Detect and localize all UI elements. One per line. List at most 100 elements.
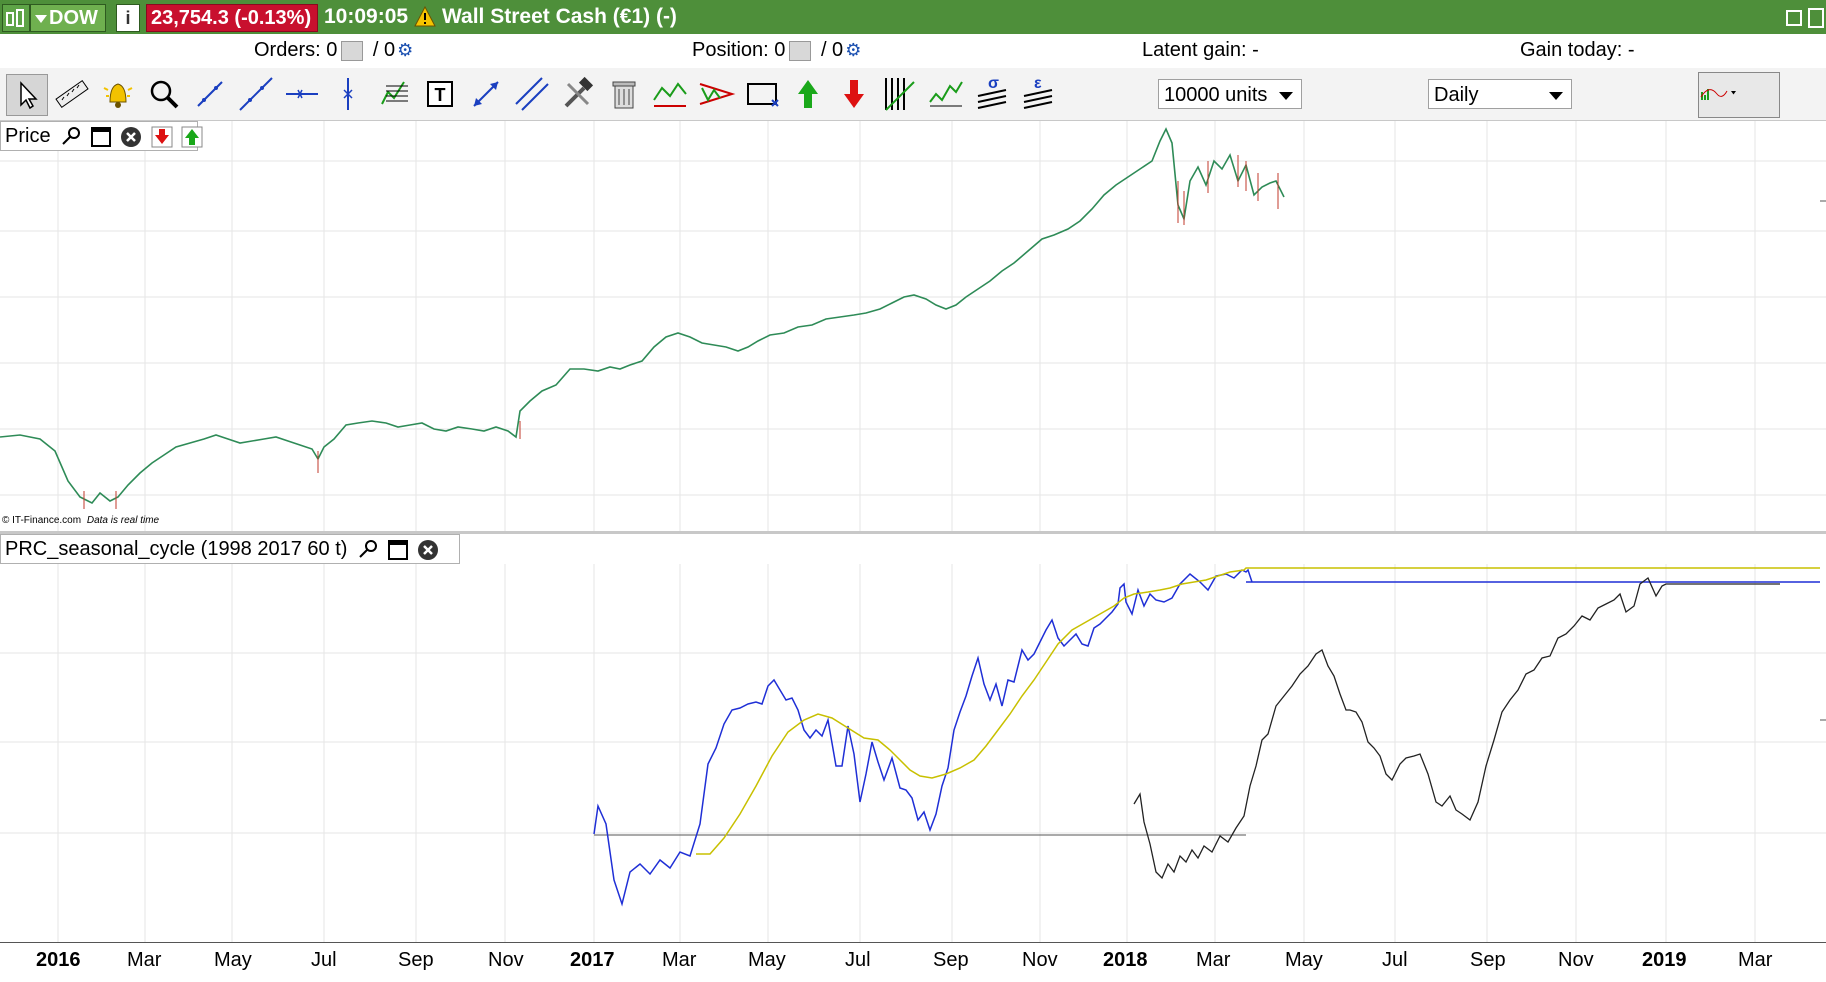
settings-gear-icon[interactable]: ⚙ [397, 40, 414, 60]
buy-arrow-icon[interactable] [788, 74, 828, 114]
close-pane-icon[interactable] [120, 126, 142, 148]
drawing-toolbar: T σ ε 10000 units Daily [0, 68, 1826, 121]
orders-count: Orders: 0 / 0 ⚙ [254, 39, 414, 61]
minimize-icon[interactable] [1784, 8, 1804, 28]
triangle-icon[interactable] [696, 74, 736, 114]
indicator-pane-title: PRC_seasonal_cycle (1998 2017 60 t) [5, 538, 348, 560]
maximize-pane-icon[interactable] [387, 539, 409, 561]
price-pane-header: Price [0, 121, 203, 151]
trend-line-icon[interactable] [190, 74, 230, 114]
seasonal-projection-2018 [1133, 576, 1780, 880]
axis-label: Sep [398, 949, 434, 971]
epsilon-icon[interactable]: ε [1018, 74, 1058, 114]
price-badge: 23,754.3 (-0.13%) [146, 4, 318, 32]
price-chart[interactable] [0, 121, 1826, 531]
seasonal-average-line [696, 567, 1820, 855]
ruler-icon[interactable] [52, 74, 92, 114]
axis-label: Jul [845, 949, 871, 971]
wrench-icon[interactable] [59, 126, 81, 148]
indicator-pane: PRC_seasonal_cycle (1998 2017 60 t) [0, 534, 1826, 942]
chevron-down-icon [1279, 92, 1293, 100]
rectangle-icon[interactable] [742, 74, 782, 114]
text-tool-icon[interactable]: T [420, 74, 460, 114]
axis-label: Mar [662, 949, 697, 971]
fibonacci-icon[interactable] [374, 74, 414, 114]
wrench-icon[interactable] [356, 539, 378, 561]
pane-divider[interactable] [0, 531, 1826, 534]
axis-label: May [214, 949, 252, 971]
price-grid [0, 121, 1826, 531]
tools-icon[interactable] [558, 74, 598, 114]
indicator-pane-header: PRC_seasonal_cycle (1998 2017 60 t) [0, 534, 460, 564]
pointer-icon[interactable] [6, 74, 48, 116]
maximize-pane-icon[interactable] [90, 126, 112, 148]
arrow-line-icon[interactable] [466, 74, 506, 114]
indicator-chart[interactable] [0, 534, 1826, 942]
gain-today: Gain today: - [1520, 39, 1635, 61]
title-bar: DOW i 23,754.3 (-0.13%) 10:09:05 Wall St… [0, 0, 1826, 34]
position-count: Position: 0 / 0 ⚙ [692, 39, 862, 61]
axis-label: Nov [1558, 949, 1594, 971]
period-select[interactable]: Daily [1428, 79, 1572, 109]
channel-icon[interactable] [512, 74, 552, 114]
close-window-icon[interactable] [1806, 6, 1826, 30]
axis-label: 2018 [1103, 949, 1148, 971]
axis-label: 2017 [570, 949, 615, 971]
zoom-icon[interactable] [144, 74, 184, 114]
horizontal-line-icon[interactable] [282, 74, 322, 114]
chevron-down-icon [1549, 92, 1563, 100]
price-pane: Price © IT-Finance.com Data is real time [0, 121, 1826, 531]
time-axis: 2016 Mar May Jul Sep Nov 2017 Mar May Ju… [0, 942, 1826, 982]
price-series [0, 127, 1285, 505]
cancel-orders-icon[interactable] [341, 40, 364, 61]
svg-text:T: T [435, 85, 446, 105]
alert-bell-icon[interactable] [98, 74, 138, 114]
symbol-label: DOW [49, 7, 98, 29]
axis-label: May [1285, 949, 1323, 971]
candle-ticks [83, 155, 1279, 509]
axis-label: 2016 [36, 949, 81, 971]
pattern-icon[interactable] [650, 74, 690, 114]
sigma-icon[interactable]: σ [972, 74, 1012, 114]
price-pane-title: Price [5, 125, 51, 147]
axis-label: Sep [1470, 949, 1506, 971]
copyright-text: © IT-Finance.com [2, 515, 82, 526]
axis-label: Mar [127, 949, 162, 971]
axis-label: Nov [488, 949, 524, 971]
account-info-bar: Orders: 0 / 0 ⚙ Position: 0 / 0 ⚙ Latent g… [0, 34, 1826, 69]
axis-label: May [748, 949, 786, 971]
warning-icon [414, 5, 436, 33]
axis-label: 2019 [1642, 949, 1687, 971]
units-select[interactable]: 10000 units [1158, 79, 1302, 109]
line-icon[interactable] [236, 74, 276, 114]
trash-icon[interactable] [604, 74, 644, 114]
vertical-line-icon[interactable] [328, 74, 368, 114]
indicator-grid [0, 564, 1826, 942]
latent-gain: Latent gain: - [1142, 39, 1259, 61]
seasonal-series-2017 [593, 568, 1820, 907]
close-pane-icon[interactable] [417, 539, 439, 561]
wave-icon[interactable] [926, 74, 966, 114]
clock-time: 10:09:05 [324, 5, 409, 28]
position-settings-gear-icon[interactable]: ⚙ [845, 40, 862, 60]
symbol-selector[interactable]: DOW [30, 4, 106, 32]
axis-label: Jul [1382, 949, 1408, 971]
axis-label: Jul [311, 949, 337, 971]
realtime-note: Data is real time [86, 515, 160, 526]
sell-arrow-icon[interactable] [834, 74, 874, 114]
axis-label: Nov [1022, 949, 1058, 971]
svg-text:σ: σ [988, 75, 999, 92]
gann-icon[interactable] [880, 74, 920, 114]
axis-label: Mar [1738, 949, 1773, 971]
info-icon[interactable]: i [116, 4, 140, 32]
axis-label: Sep [933, 949, 969, 971]
instrument-name: Wall Street Cash (€1) (-) [442, 5, 677, 28]
axis-label: Mar [1196, 949, 1231, 971]
move-up-icon[interactable] [181, 126, 203, 148]
chart-type-icon[interactable] [1698, 72, 1780, 118]
move-down-icon[interactable] [151, 126, 173, 148]
window-controls-icon[interactable] [2, 4, 30, 32]
svg-text:ε: ε [1034, 75, 1042, 92]
close-position-icon[interactable] [789, 40, 812, 61]
price-footer: © IT-Finance.com Data is real time [2, 515, 159, 526]
